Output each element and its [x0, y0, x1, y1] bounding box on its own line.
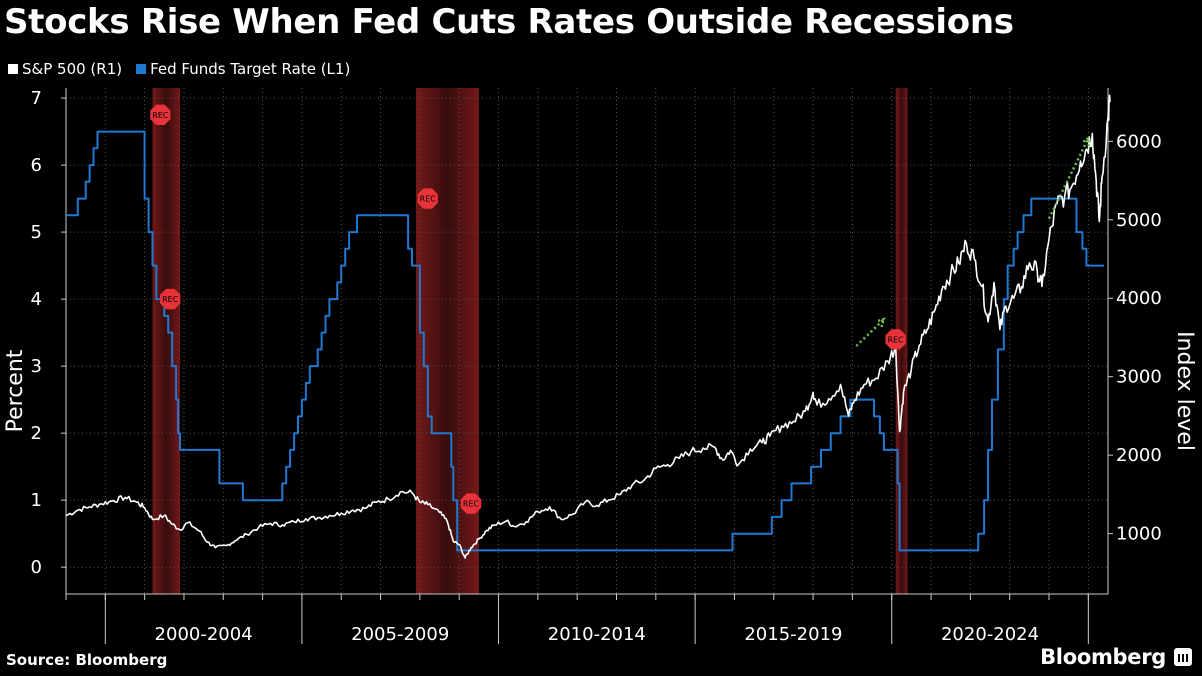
left-tick-label: 3	[31, 356, 42, 377]
x-period-label: 2015-2019	[744, 624, 842, 645]
recession-marker-label: REC	[162, 295, 179, 304]
legend-label-fed-funds: Fed Funds Target Rate (L1)	[150, 60, 351, 78]
recession-marker-2	[417, 188, 438, 209]
source-note: Source: Bloomberg	[6, 651, 168, 669]
right-axis-title: Index level	[1172, 331, 1197, 451]
legend-item-sp500: S&P 500 (R1)	[8, 60, 122, 78]
x-period-label: 2010-2014	[548, 624, 646, 645]
right-tick-label: 1000	[1116, 524, 1162, 545]
recession-marker-0	[150, 104, 171, 125]
bloomberg-chart-icon	[1174, 648, 1192, 666]
recession-marker-1	[160, 288, 181, 310]
right-tick-label: 2000	[1116, 445, 1162, 466]
left-axis-title: Percent	[3, 349, 28, 432]
legend-swatch-fed-funds	[136, 64, 147, 74]
recession-band-1	[415, 88, 479, 594]
rate-cut-arrowhead-1	[1081, 135, 1090, 147]
sp500-line	[65, 94, 1111, 559]
right-tick-label: 6000	[1116, 131, 1162, 152]
rate-cut-arrowhead-0	[875, 317, 886, 328]
x-period-label: 2000-2004	[155, 624, 253, 645]
legend-swatch-sp500	[8, 64, 18, 74]
right-tick-label: 5000	[1116, 210, 1162, 231]
legend-label-sp500: S&P 500 (R1)	[22, 60, 123, 78]
recession-marker-3	[460, 493, 482, 514]
chart-title: Stocks Rise When Fed Cuts Rates Outside …	[4, 2, 1014, 42]
right-tick-label: 3000	[1116, 367, 1162, 388]
right-tick-label: 4000	[1116, 288, 1162, 309]
left-tick-label: 7	[31, 88, 42, 109]
left-tick-label: 2	[31, 423, 42, 444]
brand-logo: Bloomberg	[1040, 645, 1166, 669]
left-tick-label: 1	[31, 490, 42, 511]
recession-band-0	[152, 88, 181, 594]
x-period-label: 2005-2009	[351, 624, 449, 645]
x-period-label: 2020-2024	[941, 624, 1039, 645]
legend: S&P 500 (R1) Fed Funds Target Rate (L1)	[8, 60, 350, 78]
recession-marker-label: REC	[152, 111, 169, 120]
left-tick-label: 4	[31, 289, 42, 310]
recession-marker-label: REC	[463, 500, 480, 509]
recession-marker-label: REC	[420, 195, 437, 204]
recession-marker-4	[885, 329, 906, 350]
fed-funds-line	[66, 130, 1105, 552]
left-tick-label: 0	[31, 557, 42, 578]
rate-cut-arrow-0	[855, 318, 885, 347]
recession-marker-label: REC	[888, 335, 905, 344]
left-tick-label: 6	[31, 155, 42, 176]
legend-item-fed-funds: Fed Funds Target Rate (L1)	[136, 60, 350, 78]
left-tick-label: 5	[31, 222, 42, 243]
